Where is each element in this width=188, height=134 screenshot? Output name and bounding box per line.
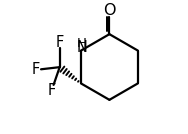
Text: F: F <box>31 62 40 77</box>
Text: F: F <box>56 35 64 50</box>
Text: O: O <box>103 3 116 18</box>
Text: F: F <box>48 83 56 98</box>
Text: H: H <box>77 37 87 50</box>
Text: N: N <box>76 40 87 55</box>
